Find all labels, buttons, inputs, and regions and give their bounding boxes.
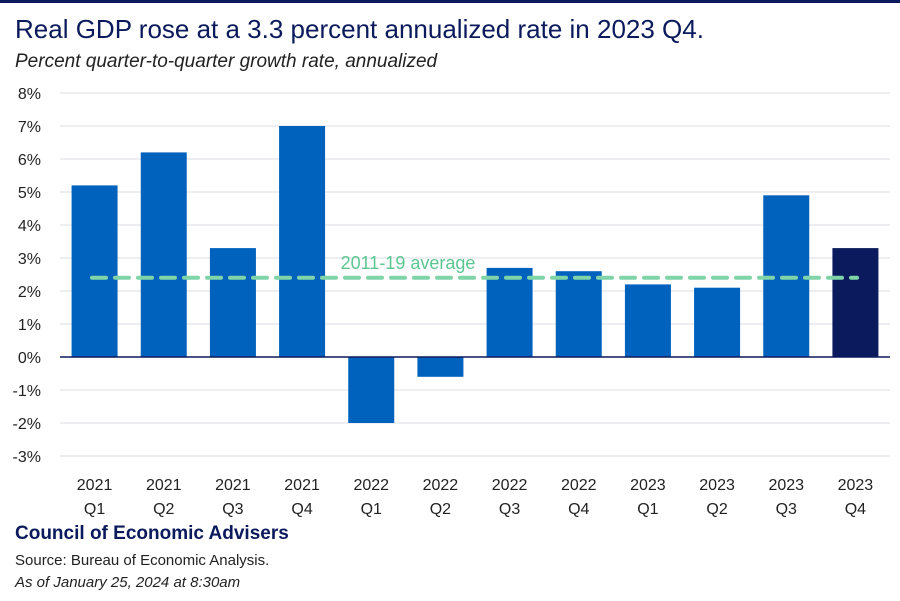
x-tick-year: 2021	[146, 477, 182, 494]
bar	[694, 287, 741, 357]
average-label: 2011-19 average	[341, 253, 476, 273]
y-tick-label: 2%	[18, 284, 41, 301]
organization-name: Council of Economic Advisers	[15, 523, 289, 544]
bar	[71, 185, 118, 357]
x-tick-quarter: Q3	[499, 501, 520, 518]
y-tick-label: 4%	[18, 218, 41, 235]
bar	[348, 357, 395, 423]
y-tick-label: 0%	[18, 350, 41, 367]
y-tick-label: 3%	[18, 251, 41, 268]
y-tick-label: 1%	[18, 317, 41, 334]
source-note: Source: Bureau of Economic Analysis.	[15, 552, 270, 569]
chart-subtitle: Percent quarter-to-quarter growth rate, …	[15, 51, 438, 72]
bar	[209, 248, 256, 357]
bar	[832, 248, 879, 357]
y-tick-label: 5%	[18, 185, 41, 202]
bar	[555, 271, 602, 357]
x-tick-quarter: Q3	[776, 501, 797, 518]
x-tick-quarter: Q1	[637, 501, 658, 518]
x-tick-year: 2023	[630, 477, 666, 494]
top-accent-bar	[0, 0, 900, 3]
x-tick-year: 2023	[768, 477, 804, 494]
x-tick-year: 2021	[284, 477, 320, 494]
bar	[279, 126, 326, 357]
x-tick-year: 2023	[838, 477, 874, 494]
x-tick-quarter: Q4	[568, 501, 589, 518]
x-axis-tick-labels: 2021 Q1 2021 Q2 2021 Q3 2021 Q4 2022 Q1 2022 Q2 2022…	[77, 477, 874, 518]
x-tick-quarter: Q3	[222, 501, 243, 518]
x-tick-quarter: Q2	[706, 501, 727, 518]
y-tick-label: -3%	[13, 449, 41, 466]
y-tick-label: 7%	[18, 119, 41, 136]
x-tick-quarter: Q4	[845, 501, 866, 518]
bars	[71, 126, 879, 423]
x-tick-year: 2022	[353, 477, 389, 494]
y-tick-label: 6%	[18, 152, 41, 169]
bar	[417, 357, 464, 377]
x-tick-year: 2022	[492, 477, 528, 494]
chart-title: Real GDP rose at a 3.3 percent annualize…	[15, 14, 704, 44]
y-axis-tick-labels: 8% 7% 6% 5% 4% 3% 2% 1% 0% -1% -2% -3%	[13, 86, 41, 466]
x-tick-quarter: Q1	[84, 501, 105, 518]
x-tick-quarter: Q2	[153, 501, 174, 518]
x-tick-year: 2021	[215, 477, 251, 494]
as-of-note: As of January 25, 2024 at 8:30am	[15, 574, 241, 591]
x-tick-year: 2022	[561, 477, 597, 494]
x-tick-year: 2021	[77, 477, 113, 494]
bar	[486, 267, 533, 357]
average-reference: 2011-19 average	[90, 253, 859, 280]
bar	[140, 152, 187, 357]
x-tick-quarter: Q2	[430, 501, 451, 518]
gridlines	[60, 92, 890, 457]
y-tick-label: -1%	[13, 383, 41, 400]
x-tick-year: 2022	[423, 477, 459, 494]
y-tick-label: 8%	[18, 86, 41, 103]
x-tick-quarter: Q1	[361, 501, 382, 518]
x-tick-year: 2023	[699, 477, 735, 494]
x-tick-quarter: Q4	[291, 501, 312, 518]
y-tick-label: -2%	[13, 416, 41, 433]
bar	[624, 284, 671, 357]
